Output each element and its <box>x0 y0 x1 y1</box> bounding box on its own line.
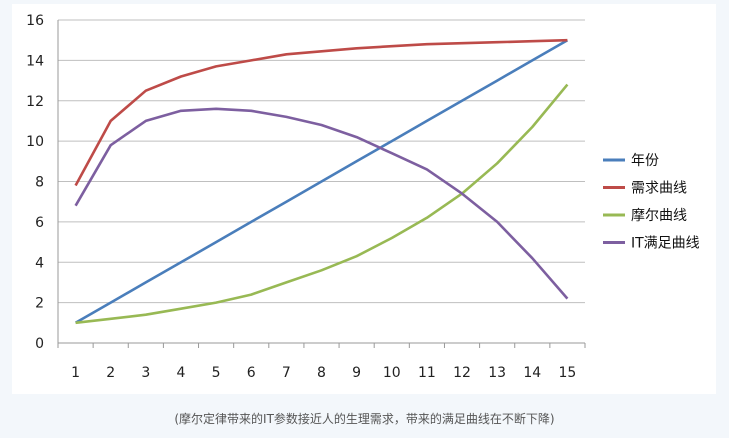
legend-label: 年份 <box>631 153 659 169</box>
legend-label: 摩尔曲线 <box>631 207 687 224</box>
x-tick-label: 15 <box>559 365 577 381</box>
x-tick-label: 8 <box>317 365 326 381</box>
x-tick-label: 11 <box>418 365 436 381</box>
y-tick-label: 8 <box>35 175 44 191</box>
legend-label: IT满足曲线 <box>631 236 700 252</box>
y-tick-label: 4 <box>35 255 44 271</box>
y-tick-label: 6 <box>35 215 44 231</box>
x-tick-label: 14 <box>523 365 541 381</box>
series-lines <box>74 38 569 325</box>
x-tick-label: 4 <box>177 365 186 381</box>
series-line-3 <box>74 107 569 300</box>
y-axis-ticks: 0 2 4 6 8 10 12 14 16 <box>26 13 44 352</box>
x-tick-label: 2 <box>106 365 115 381</box>
x-tick-label: 6 <box>247 365 256 381</box>
gridlines <box>58 19 585 344</box>
x-tick-label: 1 <box>71 365 80 381</box>
y-tick-label: 10 <box>26 134 44 150</box>
series-line-2 <box>75 83 569 325</box>
y-tick-label: 0 <box>35 336 44 352</box>
chart-frame <box>12 4 716 394</box>
series-line-1 <box>74 38 568 187</box>
x-tick-label: 12 <box>453 365 471 381</box>
y-tick-label: 12 <box>26 94 44 110</box>
x-tick-label: 10 <box>383 365 401 381</box>
x-tick-label: 5 <box>212 365 221 381</box>
chart-caption: (摩尔定律带来的IT参数接近人的生理需求，带来的满足曲线在不断下降) <box>174 412 555 426</box>
x-axis: 1 2 3 4 5 6 7 8 9 10 11 12 13 14 15 <box>57 20 586 381</box>
x-tick-label: 9 <box>352 365 361 381</box>
y-tick-label: 2 <box>35 296 44 312</box>
series-line-0 <box>74 39 569 324</box>
x-tick-label: 3 <box>141 365 150 381</box>
x-tick-label: 7 <box>282 365 291 381</box>
y-tick-label: 16 <box>26 13 44 29</box>
x-tick-label: 13 <box>488 365 506 381</box>
legend-label: 需求曲线 <box>631 181 687 197</box>
y-tick-label: 14 <box>26 53 44 69</box>
